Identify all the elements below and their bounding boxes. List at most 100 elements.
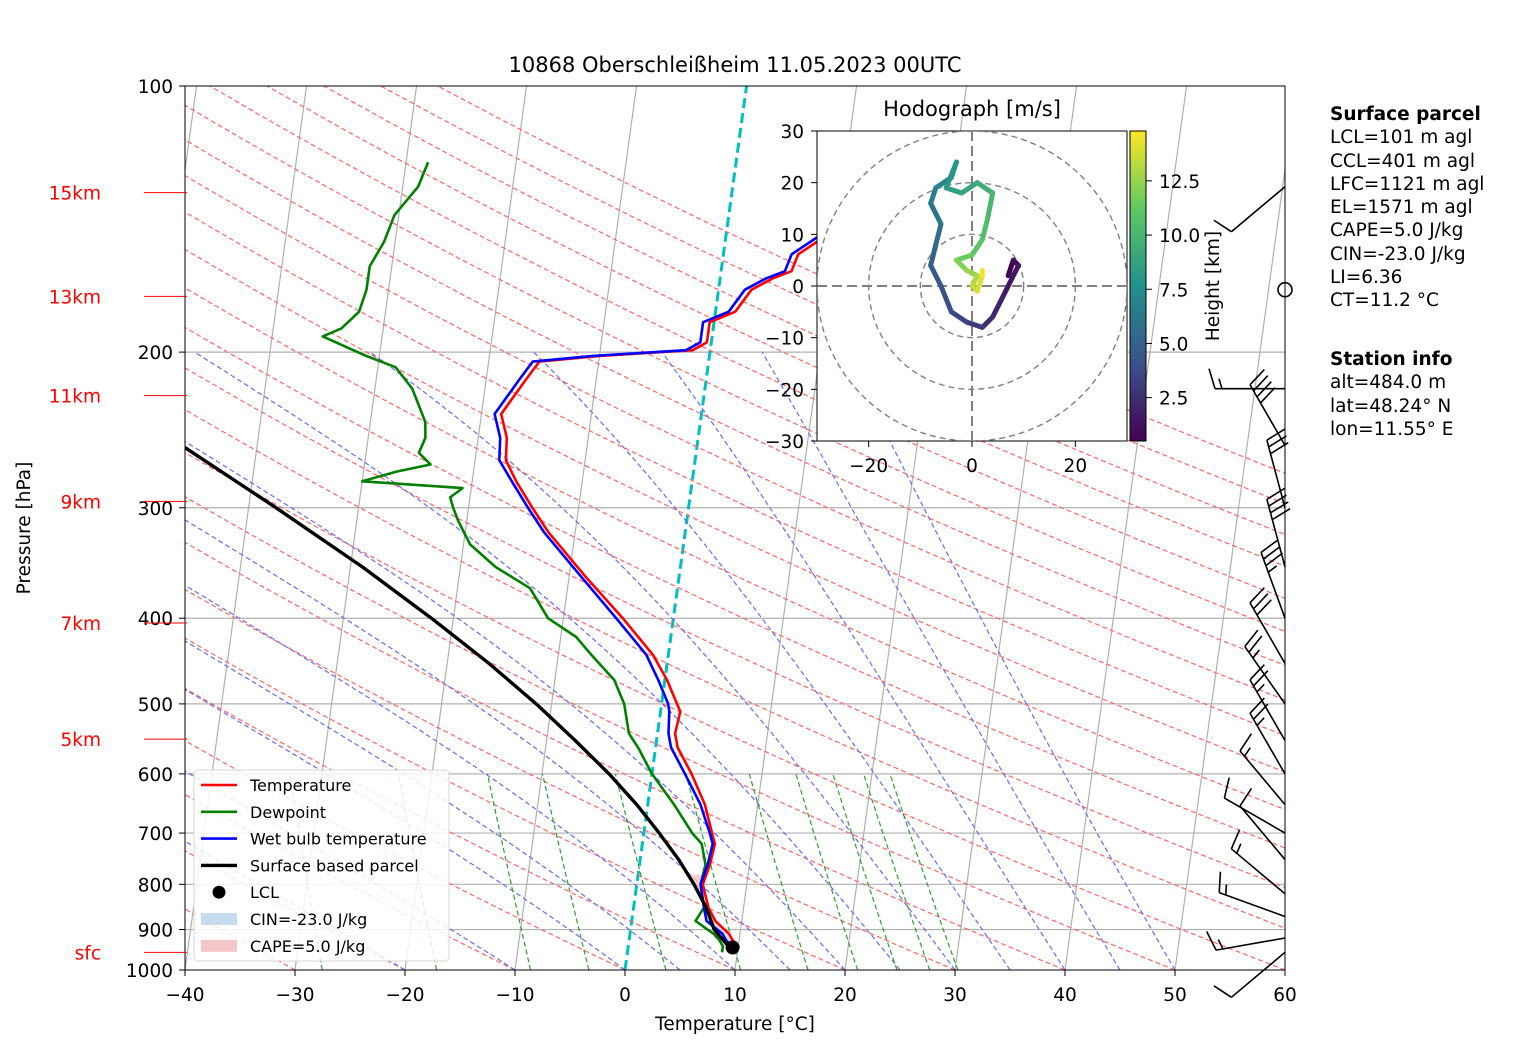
- barb-half-tick: [1256, 683, 1265, 693]
- wind-barb: [1205, 931, 1286, 951]
- barb-full-tick: [1249, 664, 1265, 681]
- barb-half-tick: [1267, 565, 1278, 573]
- barb-full-tick: [1268, 494, 1287, 507]
- barb-shaft: [1223, 797, 1286, 834]
- height-tick-label: 9km: [60, 492, 101, 513]
- wind-barb: [1266, 487, 1291, 568]
- x-tick-label: −40: [165, 985, 204, 1006]
- barb-full-tick: [1248, 635, 1263, 653]
- y-tick-label: 700: [138, 824, 173, 845]
- wind-barb: [1239, 733, 1286, 806]
- dry-adiabat-line: [185, 541, 1066, 970]
- height-tick-label: 13km: [49, 287, 101, 308]
- legend-swatch: [201, 913, 237, 925]
- barb-full-tick: [1252, 593, 1269, 610]
- hodograph-ring: [919, 233, 1025, 339]
- wind-barb: [1213, 951, 1286, 998]
- colorbar-tick-label: 7.5: [1159, 280, 1188, 301]
- barb-shaft: [1244, 646, 1286, 705]
- moist-adiabat-line: [185, 584, 736, 970]
- hodograph: Hodograph [m/s] −20 0 20 30 20 10 0 −10 −20 −30 2.5…: [765, 97, 1224, 477]
- barb-shaft: [1230, 951, 1286, 998]
- wind-barb: [1249, 697, 1286, 775]
- mixing-ratio-line: [614, 773, 667, 970]
- wetbulb-curve: [493, 185, 890, 953]
- barb-full-tick: [1223, 777, 1230, 799]
- barb-shaft: [1218, 891, 1286, 918]
- y-tick-label: 200: [138, 343, 173, 364]
- isotherm-line: [514, 86, 638, 970]
- li-value: LI=6.36: [1330, 267, 1403, 289]
- barb-half-tick: [1218, 378, 1223, 389]
- barb-full-tick: [1256, 599, 1272, 616]
- barb-full-tick: [1249, 587, 1265, 604]
- mixing-ratio-line: [748, 773, 809, 970]
- dry-adiabat-line: [437, 86, 1285, 474]
- dry-adiabat-line: [185, 248, 1285, 773]
- mixing-ratio-line: [889, 773, 959, 970]
- wind-barbs: [1205, 186, 1293, 998]
- y-tick-label: 100: [138, 77, 173, 98]
- hodograph-segment: [933, 221, 944, 248]
- colorbar-label: Height [km]: [1203, 231, 1224, 341]
- barb-full-tick: [1266, 428, 1286, 441]
- legend-box: [193, 769, 450, 962]
- hodograph-y-label: 0: [792, 277, 804, 298]
- y-axis-label: Pressure [hPa]: [14, 462, 35, 595]
- hodograph-segment: [959, 180, 980, 196]
- cape-value: CAPE=5.0 J/kg: [1330, 220, 1464, 242]
- hodograph-y-label: −30: [765, 432, 804, 453]
- isotherm-line: [185, 86, 198, 175]
- moist-adiabat-line: [185, 640, 681, 970]
- hodograph-segment: [928, 262, 944, 289]
- hodograph-segment: [974, 273, 985, 294]
- dry-adiabat-line: [185, 588, 956, 970]
- x-axis-ticks: −40 −30 −20 −10 0 10 20 30 40 50 60: [165, 970, 1297, 1006]
- hodograph-colorbar: [1129, 130, 1147, 442]
- barb-full-tick: [1270, 501, 1289, 514]
- x-tick-label: 30: [943, 985, 967, 1006]
- legend-label: Temperature: [249, 776, 351, 795]
- station-info: Station info alt=484.0 m lat=48.24° N lo…: [1330, 348, 1453, 441]
- hodograph-x-label: 20: [1064, 456, 1088, 477]
- moist-adiabat-line: [761, 351, 1121, 970]
- barb-shaft: [1249, 384, 1286, 446]
- x-tick-label: 50: [1163, 985, 1187, 1006]
- hodograph-segment: [964, 319, 985, 330]
- calm-wind-marker: [1277, 281, 1293, 298]
- legend-label: Wet bulb temperature: [250, 830, 427, 849]
- legend-swatch: [212, 885, 226, 899]
- barb-full-tick: [1213, 219, 1232, 233]
- hodograph-segment: [928, 242, 939, 268]
- dry-adiabat-line: [185, 326, 1285, 849]
- barb-full-tick: [1249, 369, 1265, 386]
- hodograph-y-label: 30: [780, 122, 804, 143]
- x-tick-label: −10: [495, 985, 534, 1006]
- hodograph-segment: [985, 190, 996, 222]
- wind-barb: [1244, 629, 1286, 705]
- height-labels: 15km 13km 11km 9km 7km 5km sfc: [49, 184, 187, 964]
- wind-barb: [1208, 368, 1285, 390]
- barb-full-tick: [1262, 545, 1281, 560]
- barb-full-tick: [1205, 931, 1217, 951]
- station-longitude: lon=11.55° E: [1330, 418, 1454, 440]
- wind-barb: [1230, 829, 1286, 895]
- barb-half-tick: [1256, 717, 1265, 726]
- colorbar-tick-label: 10.0: [1159, 226, 1200, 247]
- dry-adiabat-line: [185, 451, 1285, 970]
- moist-adiabat-line: [661, 351, 1066, 970]
- mixing-ratio-line: [795, 773, 859, 970]
- wind-barb: [1260, 539, 1286, 619]
- hodograph-segment: [969, 237, 985, 258]
- cin-value: CIN=-23.0 J/kg: [1330, 243, 1466, 265]
- legend-label: Dewpoint: [250, 803, 326, 822]
- hodograph-segment: [943, 185, 965, 196]
- height-tick-label: 15km: [49, 184, 101, 205]
- barb-shaft: [1230, 186, 1286, 233]
- colorbar-tick-label: 2.5: [1159, 389, 1188, 410]
- y-tick-label: 400: [138, 609, 173, 630]
- barb-full-tick: [1208, 368, 1216, 389]
- dry-adiabat-line: [185, 687, 736, 970]
- height-tick-label: 11km: [49, 387, 101, 408]
